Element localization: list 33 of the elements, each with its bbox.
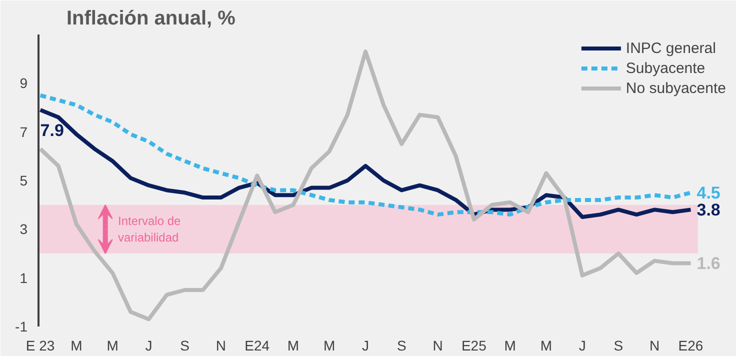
legend-label: INPC general [626,40,716,56]
x-tick-label: S [396,338,406,354]
x-tick-label: J [362,338,370,354]
x-tick-label: M [324,338,336,354]
y-tick-label: 7 [20,124,28,140]
x-tick-label: J [145,338,152,354]
data-label: 4.5 [696,184,720,203]
y-tick-label: 1 [20,270,28,286]
x-tick-label: M [540,338,552,354]
x-tick-label: M [287,338,300,354]
chart-title: Inflación anual, % [66,8,236,30]
data-label: 3.8 [696,200,720,220]
x-tick-label: M [504,338,516,354]
data-label: 7.9 [40,120,64,140]
x-tick-label: N [650,338,660,354]
band-label: Intervalo de variabilidad [118,214,182,245]
x-tick-label: S [614,338,624,354]
y-tick-label: 5 [20,172,28,188]
x-tick-label: J [578,338,586,354]
y-tick-label: -1 [15,318,28,334]
x-tick-label: M [70,338,82,354]
x-tick-label: N [432,338,443,354]
x-tick-label: E24 [244,338,270,354]
legend-label: No subyacente [626,80,726,96]
y-tick-label: 3 [20,221,28,238]
x-tick-label: E 23 [26,338,55,354]
x-tick-label: E25 [461,338,487,354]
x-tick-label: M [106,338,118,354]
x-tick-label: S [180,338,190,354]
y-tick-label: 9 [20,75,28,92]
legend-label: Subyacente [626,60,706,76]
x-tick-label: N [216,338,226,354]
x-tick-label: E26 [678,338,704,354]
